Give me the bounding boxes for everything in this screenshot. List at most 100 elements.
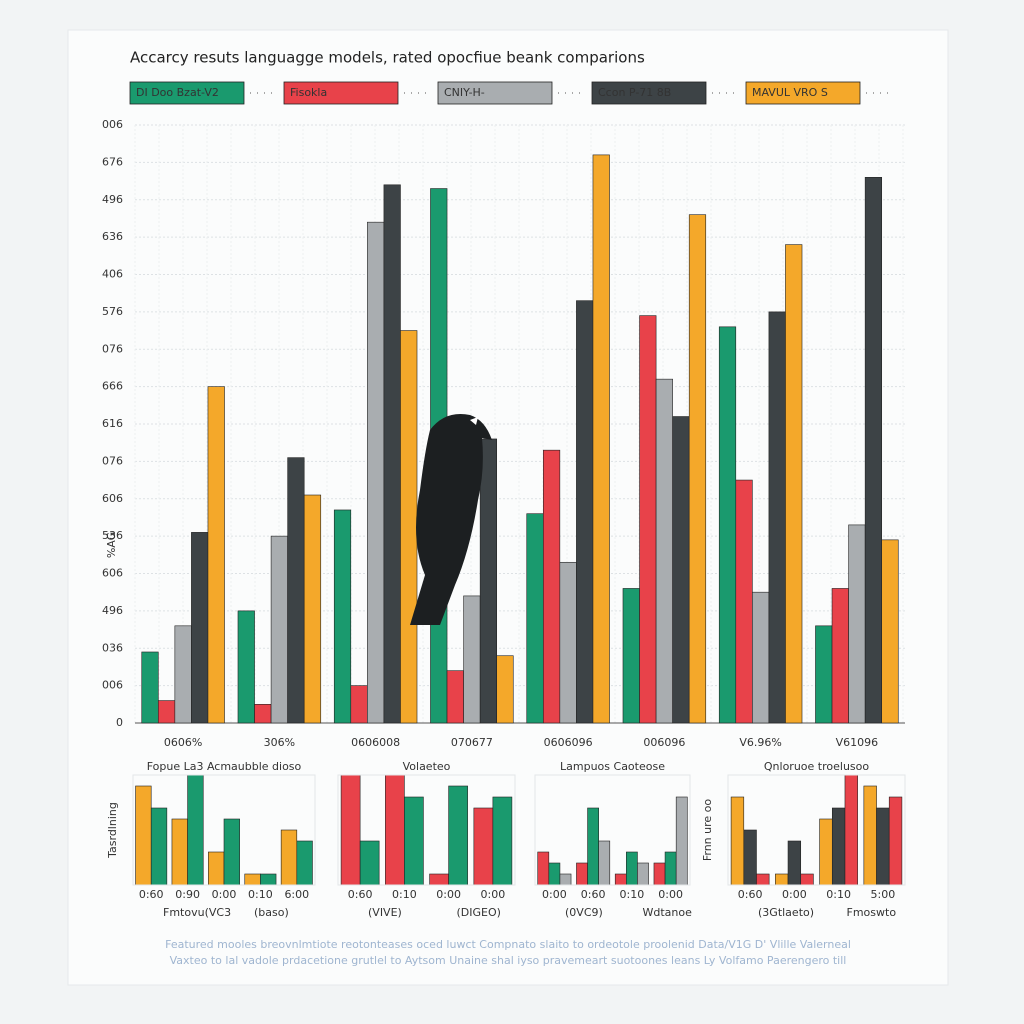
y-tick-label: 406: [102, 268, 123, 281]
panel-note: Fmtovu(VC3: [163, 906, 231, 919]
bar: [367, 221, 385, 724]
bar: [526, 513, 544, 724]
panel-y-label: Frnn ure oo: [701, 799, 714, 862]
bar: [888, 796, 903, 886]
bar: [479, 438, 498, 724]
bar: [637, 862, 649, 886]
footer-line: Featured mooles breovnlmtiote reotonteas…: [165, 938, 851, 951]
bar: [672, 416, 690, 724]
y-tick-label: 666: [102, 380, 123, 393]
bar: [537, 851, 550, 886]
bar: [756, 873, 770, 886]
footer-line: Vaxteo to lal vadole prdacetione grutlel…: [170, 954, 847, 967]
y-tick-label: 496: [102, 604, 123, 617]
bird-illustration: [410, 414, 492, 625]
bar: [446, 670, 464, 724]
x-tick-label: 0:00: [542, 888, 567, 901]
bar: [863, 785, 877, 886]
y-axis-label: %AG: [105, 532, 118, 558]
y-tick-label: 606: [102, 492, 123, 505]
x-tick-label: 0606%: [164, 736, 202, 749]
bar: [359, 840, 380, 886]
bar: [735, 479, 753, 724]
x-tick-label: 0:60: [738, 888, 763, 901]
panel-note: Wdtanoe: [643, 906, 693, 919]
x-tick-label: 6:00: [284, 888, 309, 901]
bar: [815, 625, 833, 724]
y-tick-label: 676: [102, 155, 123, 168]
bar: [350, 685, 368, 724]
legend-swatch: [591, 81, 707, 105]
x-tick-label: 0606096: [544, 736, 593, 749]
x-tick-label: 006096: [643, 736, 685, 749]
bar: [150, 807, 168, 886]
panel-note: (0VC9): [565, 906, 603, 919]
bar: [653, 862, 666, 886]
bar: [208, 851, 225, 886]
bar: [385, 774, 405, 886]
bar: [800, 873, 814, 886]
bar: [743, 829, 757, 886]
x-tick-label: 0:60: [348, 888, 373, 901]
x-tick-label: 0:10: [826, 888, 851, 901]
legend-swatch: [283, 81, 399, 105]
bar: [844, 774, 858, 886]
bar: [831, 807, 846, 886]
bar: [254, 704, 272, 724]
bar: [542, 449, 561, 724]
legend-label: Fisokla: [290, 86, 327, 99]
bar: [141, 651, 159, 724]
bar: [280, 829, 298, 886]
bar: [576, 862, 588, 886]
bar: [207, 386, 225, 724]
bar: [831, 588, 849, 724]
x-tick-label: 0:00: [436, 888, 461, 901]
bar: [876, 807, 890, 886]
bar: [639, 315, 657, 724]
bar: [848, 524, 866, 724]
bar: [187, 774, 204, 886]
panel-title: Fopue La3 Acmaubble dioso: [147, 760, 302, 773]
bar: [768, 311, 786, 724]
y-tick-label: 0: [116, 716, 123, 729]
panel-y-label: Tasrdlning: [106, 802, 119, 859]
bar: [730, 796, 745, 886]
x-tick-label: V6.96%: [739, 736, 781, 749]
bar: [492, 796, 513, 886]
bar: [429, 873, 449, 886]
bar: [614, 873, 627, 886]
x-tick-label: 0:90: [175, 888, 200, 901]
bar: [664, 851, 677, 886]
bar: [260, 873, 277, 886]
bar: [576, 300, 594, 724]
bar: [881, 539, 899, 724]
bar: [496, 655, 514, 724]
x-tick-label: 0:00: [212, 888, 237, 901]
panel-note: (VIVE): [368, 906, 402, 919]
x-tick-label: 0:60: [139, 888, 164, 901]
bar: [237, 610, 255, 724]
bar: [592, 154, 610, 724]
bar: [383, 184, 401, 724]
x-tick-label: 0:10: [392, 888, 417, 901]
bar: [587, 807, 599, 886]
bar: [775, 873, 789, 886]
bar: [752, 591, 770, 724]
bar: [622, 588, 640, 724]
bar: [171, 818, 188, 886]
x-tick-label: 5:00: [871, 888, 896, 901]
legend-swatch: [745, 81, 861, 105]
bar: [559, 561, 577, 724]
legend-label: Ccon P-71 8B: [598, 86, 671, 99]
legend-label: DI Doo Bzat-V2: [136, 86, 219, 99]
legend-label: MAVUL VRO S: [752, 86, 828, 99]
bar: [688, 214, 707, 724]
x-tick-label: 0:10: [620, 888, 645, 901]
bar: [333, 509, 352, 724]
panel: [727, 774, 906, 886]
bar: [718, 326, 737, 724]
x-tick-label: 0:00: [481, 888, 506, 901]
bar: [473, 807, 494, 886]
